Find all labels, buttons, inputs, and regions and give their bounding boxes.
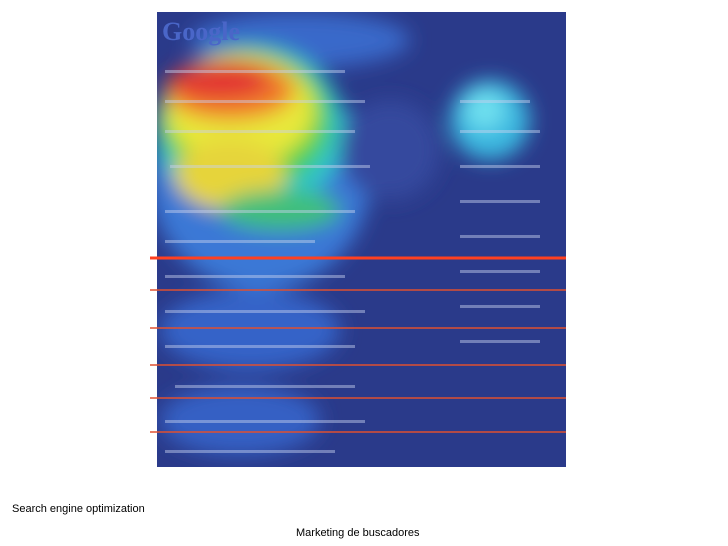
logo: Google xyxy=(162,17,240,46)
fold-lines xyxy=(150,256,566,433)
heat-blobs xyxy=(150,12,530,455)
left-border xyxy=(150,12,157,467)
caption-left: Search engine optimization xyxy=(12,503,145,515)
caption-center: Marketing de buscadores xyxy=(296,527,420,539)
result-text-lines xyxy=(165,70,540,453)
